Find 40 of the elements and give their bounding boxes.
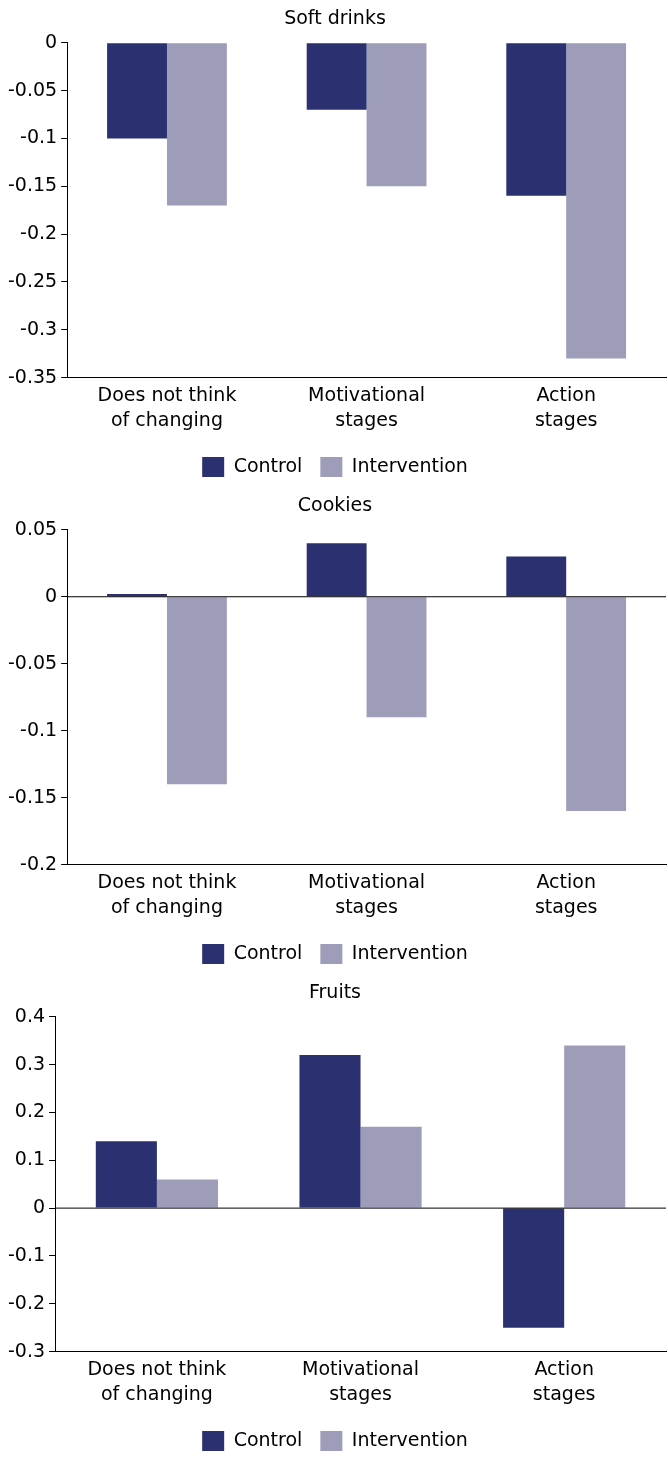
y-tick-label: -0.35 — [7, 364, 58, 387]
x-tick-label: Does not think of changing — [87, 1356, 227, 1404]
y-tick-label: 0 — [32, 1195, 46, 1218]
y-tick-label: -0.25 — [7, 268, 58, 291]
chart-title: Fruits — [308, 980, 362, 1003]
y-tick-label: -0.05 — [7, 650, 58, 673]
y-tick-label: 0 — [45, 29, 58, 52]
y-tick-label: 0 — [45, 583, 58, 606]
y-tick-label: -0.1 — [20, 717, 58, 740]
y-tick-label: -0.15 — [7, 784, 58, 807]
y-tick-label: -0.2 — [20, 221, 58, 244]
y-tick-label: -0.3 — [20, 316, 58, 339]
y-tick-label: -0.15 — [7, 173, 58, 196]
x-tick-label: Action stages — [534, 869, 598, 917]
y-tick-label: -0.2 — [20, 851, 58, 874]
legend-label: Control — [233, 1427, 303, 1450]
x-tick-label: Motivational stages — [308, 382, 426, 430]
chart-title: Soft drinks — [284, 6, 386, 29]
y-tick-label: 0.05 — [14, 516, 58, 539]
x-tick-label: Does not think of changing — [97, 869, 237, 917]
chart-title: Cookies — [297, 493, 373, 516]
x-tick-label: Action stages — [532, 1356, 596, 1404]
y-tick-label: -0.1 — [20, 125, 58, 148]
legend-label: Intervention — [351, 1427, 468, 1450]
y-tick-label: 0.2 — [14, 1099, 46, 1122]
y-tick-label: 0.4 — [14, 1003, 46, 1026]
legend-label: Control — [233, 453, 303, 476]
legend-label: Control — [233, 940, 303, 963]
x-tick-label: Motivational stages — [302, 1356, 420, 1404]
y-tick-label: 0.1 — [14, 1147, 46, 1170]
legend-label: Intervention — [351, 453, 468, 476]
y-tick-label: -0.3 — [7, 1338, 46, 1361]
x-tick-label: Action stages — [534, 382, 598, 430]
y-tick-label: -0.1 — [7, 1242, 46, 1265]
y-tick-label: 0.3 — [14, 1051, 46, 1074]
y-tick-label: -0.2 — [7, 1290, 46, 1313]
x-tick-label: Does not think of changing — [97, 382, 237, 430]
y-tick-label: -0.05 — [7, 77, 58, 100]
legend-label: Intervention — [351, 940, 468, 963]
x-tick-label: Motivational stages — [308, 869, 426, 917]
